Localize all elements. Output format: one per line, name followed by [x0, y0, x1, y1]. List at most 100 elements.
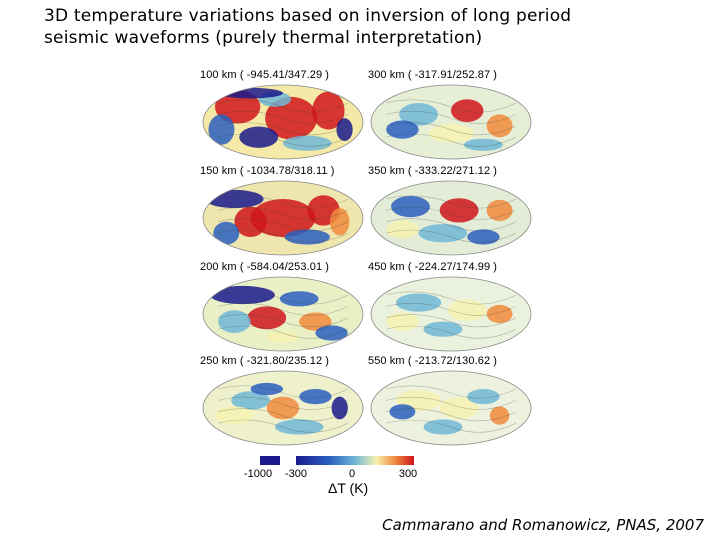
temperature-anomaly [210, 285, 275, 305]
temperature-anomaly [234, 206, 267, 237]
temperature-map [202, 180, 364, 256]
coastline [386, 385, 516, 399]
temperature-anomaly [395, 293, 442, 312]
temperature-anomaly [214, 406, 254, 425]
temperature-anomaly [463, 138, 503, 151]
temperature-anomaly [467, 389, 500, 405]
map-outline [370, 180, 532, 256]
map-outline [202, 84, 364, 160]
panel-label: 100 km ( -945.41/347.29 ) [200, 69, 330, 81]
panel-label: 450 km ( -224.27/174.99 ) [368, 261, 498, 273]
temperature-anomaly [486, 199, 513, 222]
coastline [218, 122, 348, 136]
coastline [386, 99, 516, 113]
temperature-anomaly [486, 304, 513, 324]
coastline [218, 325, 348, 339]
temperature-anomaly [284, 229, 330, 245]
coastline [218, 133, 348, 147]
temperature-anomaly [283, 135, 332, 151]
temperature-map [202, 276, 364, 352]
colorbar-tick: 300 [398, 468, 418, 480]
temperature-anomaly [250, 382, 283, 396]
colorbar-tick: -300 [284, 468, 308, 480]
temperature-anomaly [265, 96, 318, 140]
temperature-anomaly [231, 391, 271, 410]
temperature-anomaly [218, 87, 283, 99]
temperature-anomaly [218, 310, 251, 333]
temperature-anomaly [447, 299, 487, 321]
coastline [386, 195, 516, 209]
title-line-2: seismic waveforms (purely thermal interp… [44, 28, 483, 48]
coastline [218, 99, 348, 113]
slide-title: 3D temperature variations based on inver… [44, 5, 604, 49]
temperature-anomaly [247, 306, 287, 330]
colorbar-gradient [260, 456, 414, 465]
panel-label: 550 km ( -213.72/130.62 ) [368, 355, 498, 367]
panel-label: 350 km ( -333.22/271.12 ) [368, 165, 498, 177]
temperature-anomaly [329, 208, 350, 236]
colorbar-title: ΔT (K) [328, 480, 369, 496]
citation: Cammarano and Romanowicz, PNAS, 2007 [382, 516, 704, 534]
coastline [218, 229, 348, 243]
temperature-anomaly [386, 312, 419, 331]
coastline [386, 206, 516, 220]
temperature-anomaly [266, 396, 300, 420]
temperature-anomaly [208, 114, 235, 145]
coastline [386, 419, 516, 433]
coastline [386, 122, 516, 136]
colorbar-scale [296, 456, 414, 465]
coastline [218, 408, 348, 422]
temperature-anomaly [386, 220, 419, 239]
panel-label: 250 km ( -321.80/235.12 ) [200, 355, 330, 367]
coastline [386, 110, 516, 124]
colorbar: -1000 -300 0 300 ΔT (K) [236, 454, 436, 496]
coastline [386, 229, 516, 243]
temperature-anomaly [439, 198, 479, 223]
temperature-anomaly [391, 195, 430, 218]
coastline [218, 385, 348, 399]
temperature-anomaly [266, 330, 300, 343]
coastline [218, 218, 348, 232]
coastline [218, 206, 348, 220]
coastline [386, 396, 516, 410]
title-line-1: 3D temperature variations based on inver… [44, 6, 572, 26]
temperature-anomaly [418, 224, 468, 243]
coastline [218, 291, 348, 305]
temperature-anomaly [386, 120, 419, 139]
coastline [218, 302, 348, 316]
temperature-anomaly [279, 291, 319, 307]
temperature-anomaly [331, 396, 348, 420]
temperature-anomaly [214, 90, 261, 124]
temperature-anomaly [250, 199, 316, 237]
coastline [218, 110, 348, 124]
coastline [218, 419, 348, 433]
map-outline [202, 180, 364, 256]
temperature-map [202, 370, 364, 446]
temperature-anomaly [439, 397, 479, 419]
temperature-anomaly [299, 312, 332, 331]
coastline [386, 133, 516, 147]
coastline [218, 396, 348, 410]
temperature-anomaly [299, 389, 332, 405]
temperature-map [370, 370, 532, 446]
temperature-anomaly [451, 99, 484, 122]
temperature-map [370, 180, 532, 256]
temperature-anomaly [423, 321, 463, 337]
tomography-figure: 100 km ( -945.41/347.29 ) 150 km ( -1034… [178, 58, 532, 496]
temperature-anomaly [423, 419, 463, 435]
temperature-map [370, 276, 532, 352]
panel-label: 150 km ( -1034.78/318.11 ) [200, 165, 335, 177]
coastline [386, 218, 516, 232]
colorbar-tick: -1000 [243, 468, 273, 480]
temperature-map [202, 84, 364, 160]
temperature-anomaly [315, 325, 348, 341]
map-outline [202, 276, 364, 352]
temperature-anomaly [213, 221, 240, 245]
temperature-anomaly [489, 406, 510, 425]
temperature-anomaly [467, 229, 500, 245]
temperature-anomaly [239, 126, 279, 148]
temperature-anomaly [389, 404, 416, 420]
temperature-anomaly [312, 91, 345, 130]
panel-label: 300 km ( -317.91/252.87 ) [368, 69, 498, 81]
map-outline [202, 370, 364, 446]
